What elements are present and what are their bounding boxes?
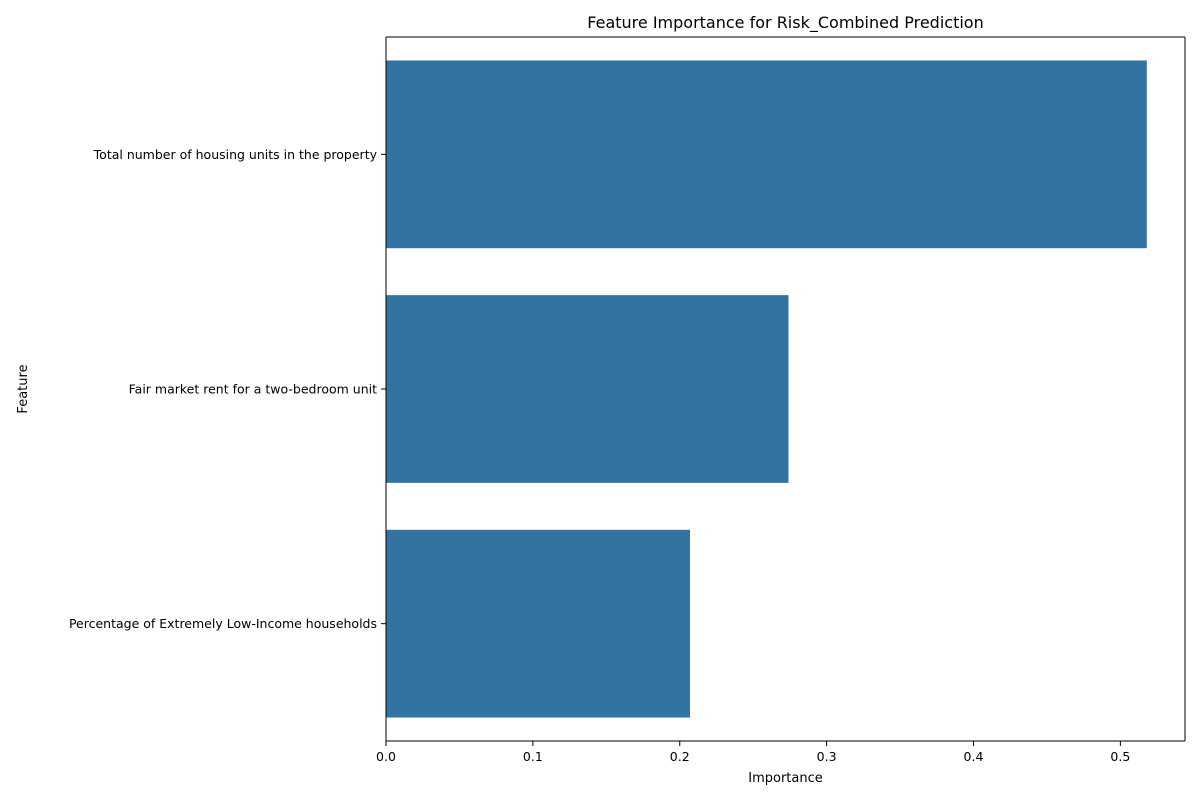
y-axis-label: Feature bbox=[16, 364, 31, 413]
x-tick-label-5: 0.4 bbox=[964, 749, 984, 764]
x-tick-label-3: 0.2 bbox=[670, 749, 690, 764]
bar-3 bbox=[386, 529, 691, 718]
bar-1 bbox=[386, 60, 1147, 249]
chart-title: Feature Importance for Risk_Combined Pre… bbox=[587, 13, 983, 33]
x-axis-label: Importance bbox=[748, 771, 823, 786]
bars-group bbox=[386, 60, 1147, 718]
x-tick-label-6: 0.5 bbox=[1110, 749, 1130, 764]
bar-2 bbox=[386, 295, 789, 483]
y-tick-label-1: Total number of housing units in the pro… bbox=[93, 147, 378, 162]
x-tick-label-4: 0.3 bbox=[817, 749, 837, 764]
y-tick-label-3: Percentage of Extremely Low-Income house… bbox=[69, 616, 377, 631]
y-tick-label-2: Fair market rent for a two-bedroom unit bbox=[129, 382, 377, 397]
x-tick-label-2: 0.1 bbox=[523, 749, 543, 764]
x-axis-ticks: 0.0 0.1 0.2 0.3 0.4 0.5 bbox=[376, 741, 1130, 764]
plot-spines bbox=[385, 36, 1186, 742]
y-axis-ticks: Total number of housing units in the pro… bbox=[69, 147, 386, 631]
x-tick-label-1: 0.0 bbox=[376, 749, 396, 764]
